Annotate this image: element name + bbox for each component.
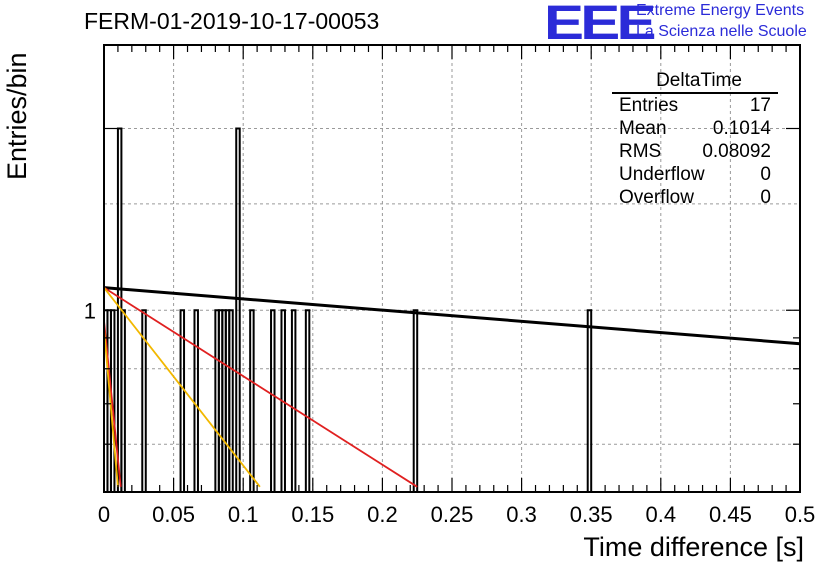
stats-label: Overflow [619, 187, 694, 208]
x-tick-label: 0.1 [228, 502, 259, 527]
stats-box: DeltaTime Entries 17 Mean 0.1014 RMS 0.0… [612, 70, 778, 209]
stats-label: RMS [619, 141, 662, 162]
fit-line [103, 320, 122, 487]
histogram-bin [141, 309, 147, 492]
histogram-bin [228, 309, 234, 492]
stats-row-rms: RMS 0.08092 [612, 140, 778, 163]
x-tick-label: 0.05 [152, 502, 195, 527]
stats-label: Entries [619, 95, 679, 116]
logo-line-1: Extreme Energy Events [636, 2, 805, 19]
histogram-bin [304, 309, 311, 492]
logo-line-2: La Scienza nelle Scuole [636, 23, 807, 40]
stats-value: 0.08092 [702, 141, 771, 162]
stats-value: 0 [760, 164, 771, 185]
stats-row-underflow: Underflow 0 [612, 163, 778, 186]
stats-title: DeltaTime [612, 70, 778, 94]
stats-value: 0 [760, 187, 771, 208]
histogram-bin [179, 309, 186, 492]
x-tick-label: 0.5 [785, 502, 816, 527]
y-tick-label: 1 [84, 298, 96, 323]
x-axis-label: Time difference [s] [583, 532, 804, 562]
fit-line [103, 329, 119, 487]
stats-row-overflow: Overflow 0 [612, 186, 778, 209]
histogram-bin [412, 309, 419, 492]
x-tick-label: 0.4 [646, 502, 677, 527]
x-tick-label: 0.3 [506, 502, 537, 527]
x-tick-label: 0.15 [291, 502, 334, 527]
histogram-bin [235, 127, 241, 492]
x-tick-label: 0 [98, 502, 110, 527]
stats-value: 17 [749, 95, 771, 116]
histogram-bin [120, 309, 126, 492]
histogram-bin [193, 309, 199, 492]
stats-label: Underflow [619, 164, 705, 185]
logo-letters: EEE [544, 0, 657, 50]
x-tick-label: 0.25 [431, 502, 474, 527]
chart-title: FERM-01-2019-10-17-00053 [84, 8, 380, 34]
x-tick-label: 0.2 [367, 502, 398, 527]
stats-value: 0.1014 [712, 118, 771, 139]
histogram-bin [249, 309, 255, 492]
eee-logo: EEE Extreme Energy Events La Scienza nel… [540, 0, 830, 50]
histogram-bin [270, 309, 276, 492]
histogram-bin [586, 309, 593, 492]
x-tick-label: 0.35 [570, 502, 613, 527]
fit-line [103, 286, 418, 488]
fit-line [103, 286, 801, 346]
stats-row-entries: Entries 17 [612, 94, 778, 117]
histogram-bin [290, 309, 297, 492]
y-axis-label: Entries/bin [2, 52, 32, 180]
x-tick-label: 0.45 [709, 502, 752, 527]
fit-line [103, 287, 261, 488]
stats-label: Mean [619, 118, 667, 139]
stats-row-mean: Mean 0.1014 [612, 117, 778, 140]
